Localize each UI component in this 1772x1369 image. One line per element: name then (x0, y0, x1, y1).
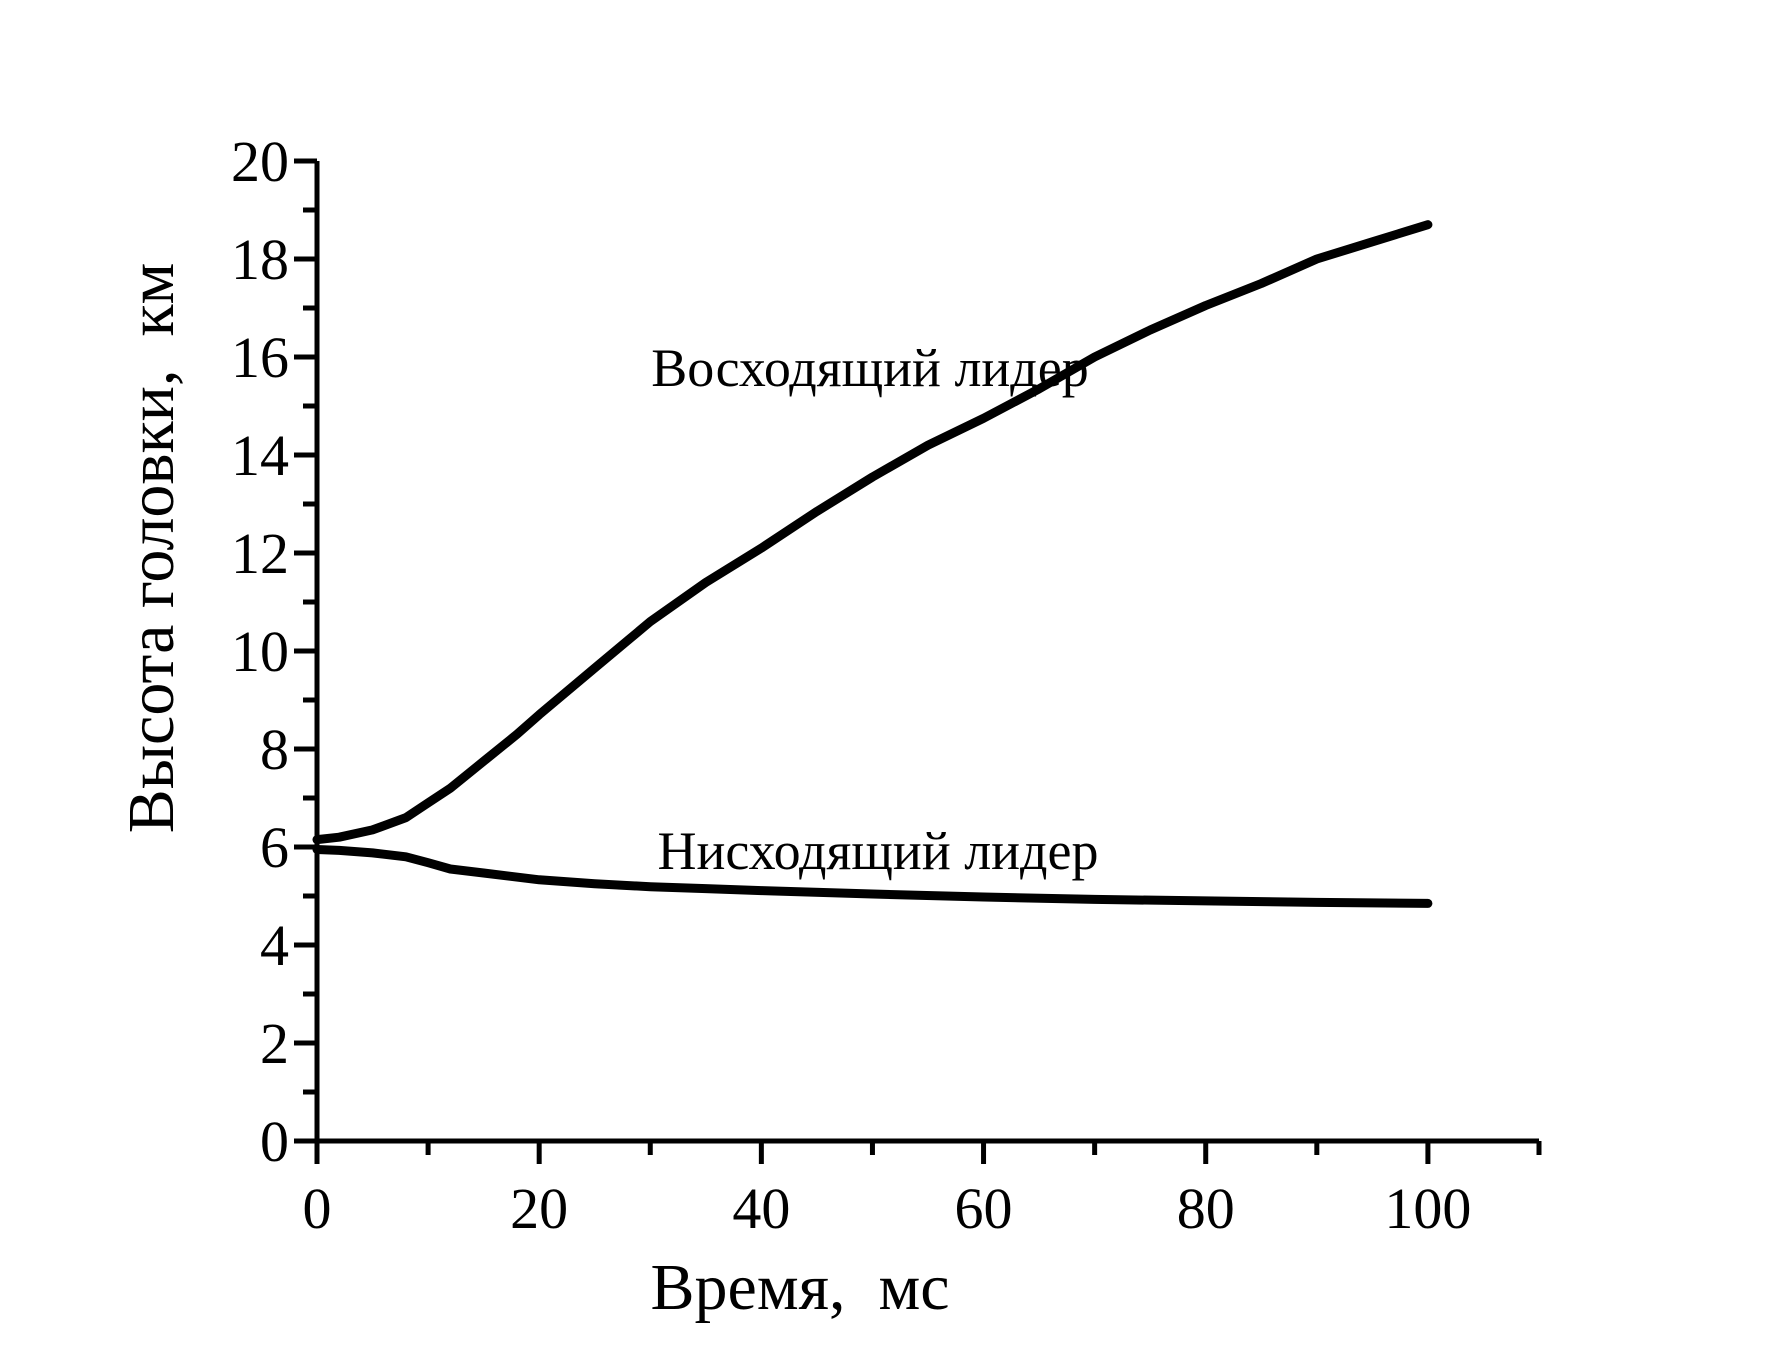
series-line-ascending-leader (312, 220, 1433, 845)
series-label-ascending-leader: Восходящий лидер (651, 338, 1089, 398)
y-tick-label: 12 (231, 521, 289, 586)
y-tick-label: 14 (231, 423, 289, 488)
x-tick-label: 0 (303, 1176, 332, 1241)
x-axis-title: Время, мс (650, 1251, 950, 1324)
y-axis-title: Высота головки, км (115, 262, 188, 834)
y-tick-label: 10 (231, 619, 289, 684)
x-tick-label: 60 (955, 1176, 1013, 1241)
y-tick-label: 18 (231, 227, 289, 292)
series-label-descending-leader: Нисходящий лидер (657, 821, 1099, 881)
x-tick-label: 20 (510, 1176, 568, 1241)
y-tick-label: 16 (231, 325, 289, 390)
y-tick-label: 2 (260, 1011, 289, 1076)
y-tick-label: 20 (231, 129, 289, 194)
x-tick-label: 80 (1177, 1176, 1235, 1241)
x-tick-label: 40 (732, 1176, 790, 1241)
series-line-descending-leader (312, 845, 1433, 908)
y-tick-label: 0 (260, 1109, 289, 1174)
y-tick-label: 4 (260, 913, 289, 978)
y-tick-label: 8 (260, 717, 289, 782)
y-tick-label: 6 (260, 815, 289, 880)
x-tick-label: 100 (1384, 1176, 1471, 1241)
